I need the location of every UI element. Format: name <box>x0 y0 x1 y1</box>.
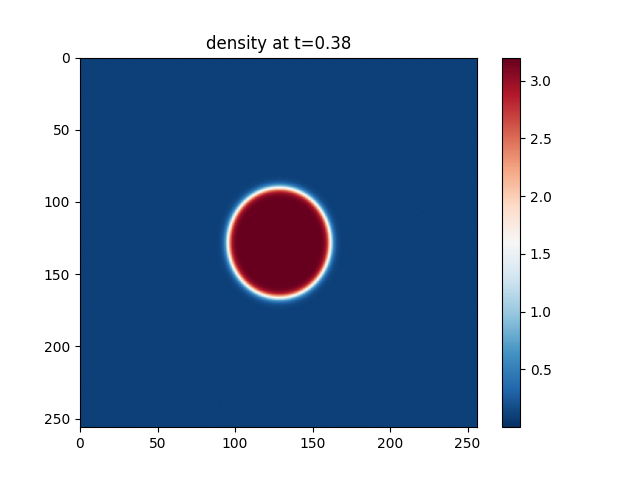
Title: density at t=0.38: density at t=0.38 <box>205 35 351 53</box>
